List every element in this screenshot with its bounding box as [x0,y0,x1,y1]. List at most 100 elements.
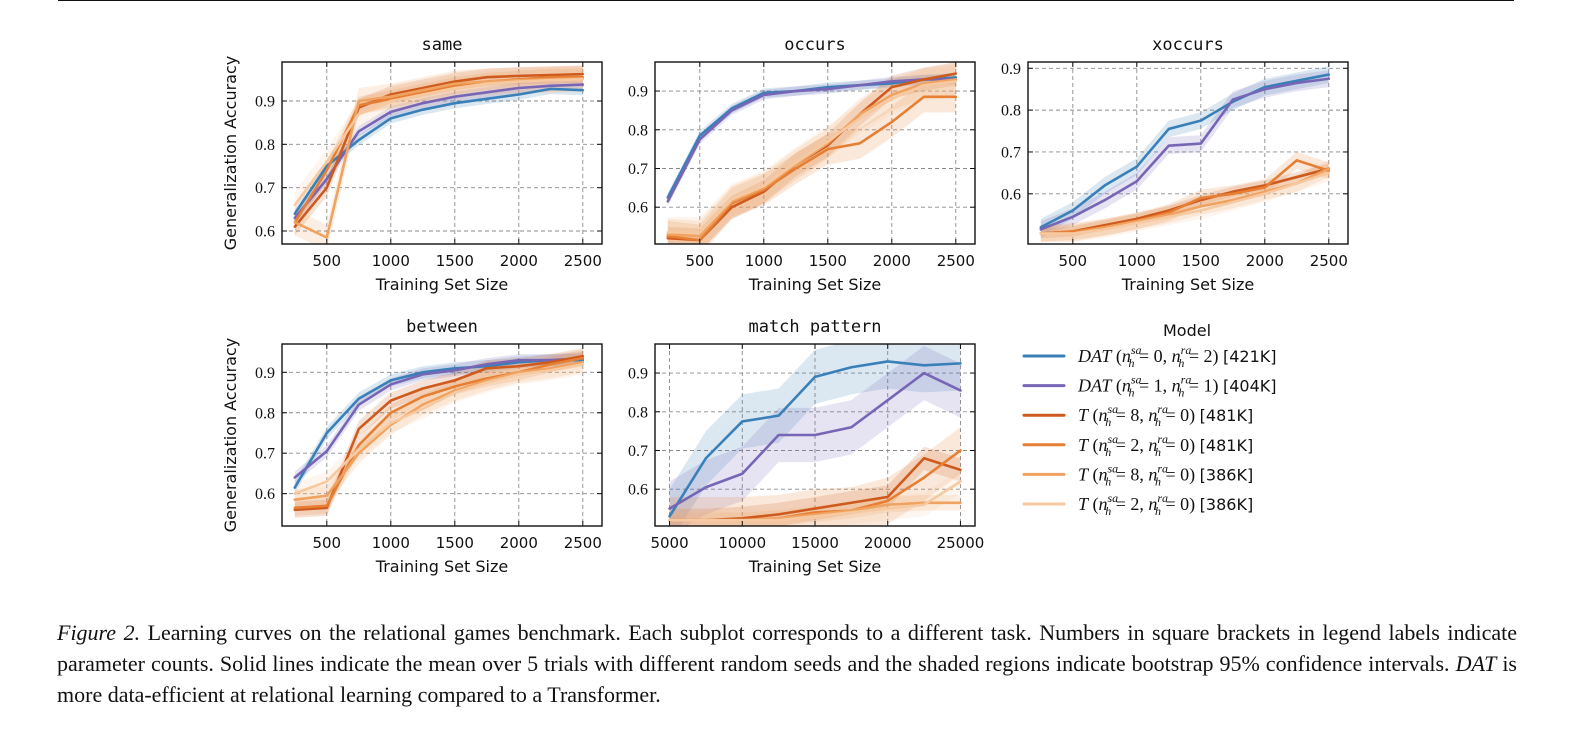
ci-band-t_sa8_ra0_481k [669,446,961,526]
legend-eq: = 0) [1161,464,1200,485]
ci-band-dat_sa0_ra2 [294,354,583,494]
plot-area [668,344,962,526]
x-tick-label: 1500 [436,252,474,270]
series-line-t_sa8_ra0_386k [293,360,585,502]
x-tick-label: 1000 [745,252,783,270]
y-tick-label: 0.6 [255,486,275,503]
legend-paren: ( [1088,405,1099,426]
legend-count: [404K] [1223,377,1277,396]
legend-paren: ( [1088,435,1099,456]
plot-area [293,348,585,518]
legend-eq: = 0) [1161,435,1200,456]
legend-label-t_sa8_ra0_386k: T (nsa h = 8, nra h = 0) [386K] [1078,461,1253,488]
legend-paren: ( [1088,464,1099,485]
legend-sub: h [1155,445,1161,459]
legend-model: T [1078,464,1090,484]
plot-area [1039,66,1331,242]
legend-sup: sa [1108,491,1119,505]
legend-eq: = 2, [1111,435,1148,455]
ci-band-t_sa8_ra0_386k [1040,160,1329,242]
top-rule [58,0,1514,1]
series-line-t_sa2_ra0_386k [668,480,962,522]
legend-eq: = 0) [1161,494,1200,515]
series-line-dat_sa1_ra1 [293,83,585,220]
legend-sup: sa [1131,373,1142,387]
legend-model: T [1078,494,1090,514]
legend-n: n [1099,435,1108,455]
legend-n: n [1099,405,1108,425]
y-tick-label: 0.6 [628,200,648,217]
x-tick-label: 1000 [1118,252,1156,270]
y-tick-label: 0.9 [628,84,648,101]
legend-sub: h [1105,445,1111,459]
legend-count: [386K] [1200,495,1254,514]
series-line-dat_sa1_ra1 [293,356,585,479]
x-tick-label: 20000 [864,534,912,552]
panel-xoccurs: 500 1000 1500 2000 2500 0.6 0.7 0.8 0.9 xoccurs Tr… [1001,35,1349,294]
x-tick-label: 5000 [650,534,688,552]
legend-sub: h [1155,474,1161,488]
legend-n: n [1148,464,1157,484]
legend-eq: = 2, [1111,494,1148,514]
axes-frame [281,61,603,245]
series-line-t_sa2_ra0_386k [293,78,585,207]
legend-eq: = 8, [1111,405,1148,425]
panel-title: same [422,35,463,55]
legend-label-t_sa8_ra0_481k: T (nsa h = 8, nra h = 0) [481K] [1078,402,1253,429]
legend-sup: sa [1108,402,1119,416]
ci-band-t_sa8_ra0_481k [294,65,583,236]
series-line-t_sa2_ra0_386k [666,80,958,234]
legend-sub: h [1178,386,1184,400]
panel-title: between [406,317,478,337]
caption-dat: DAT [1455,651,1497,676]
series-line-dat_sa1_ra1 [666,78,958,203]
caption-label: Figure 2. [57,620,141,645]
series-line-dat_sa0_ra2 [668,360,962,518]
x-axis-label: Training Set Size [375,275,508,294]
panel-title: xoccurs [1152,35,1224,55]
ci-band-dat_sa1_ra1 [294,352,583,484]
x-tick-label: 25000 [937,534,985,552]
x-tick-label: 500 [1058,252,1087,270]
y-tick-label: 0.9 [1001,61,1021,78]
legend-title: Model [1163,321,1211,340]
legend-sup: sa [1108,432,1119,446]
legend-count: [421K] [1223,347,1277,366]
legend-sup: ra [1181,343,1192,357]
x-tick-label: 2000 [1246,252,1284,270]
legend-label-t_sa2_ra0_481k: T (nsa h = 2, nra h = 0) [481K] [1078,432,1253,459]
legend-label-dat_sa1_ra1: DAT (nsa h = 1, nra h = 1) [404K] [1077,373,1277,400]
panel-title: match pattern [748,317,881,337]
legend-sub: h [1155,504,1161,518]
y-tick-label: 0.7 [255,180,275,197]
x-tick-label: 1500 [436,534,474,552]
figure: 500 1000 1500 2000 2500 0.6 0.7 0.8 0.9 same Train… [221,35,1349,576]
x-tick-label: 2000 [500,252,538,270]
legend-n: n [1148,494,1157,514]
x-tick-label: 2500 [937,252,975,270]
y-tick-label: 0.8 [628,404,648,421]
x-axis-label: Training Set Size [375,557,508,576]
figure-caption: Figure 2. Learning curves on the relatio… [57,617,1517,710]
series-line-t_sa2_ra0_386k [293,362,585,495]
legend-model: DAT [1077,346,1113,366]
ci-band-dat_sa0_ra2 [294,83,583,219]
series-line-dat_sa1_ra1 [668,371,962,510]
legend-paren: ( [1111,376,1122,397]
y-tick-label: 0.7 [1001,144,1021,161]
x-tick-label: 15000 [791,534,839,552]
ci-band-t_sa8_ra0_481k [1040,163,1329,239]
y-tick-label: 0.8 [1001,103,1021,120]
legend-model: DAT [1077,376,1113,396]
series-line-dat_sa1_ra1 [1039,77,1331,231]
legend-count: [481K] [1200,406,1254,425]
x-tick-label: 1500 [1182,252,1220,270]
series-line-t_sa8_ra0_481k [293,354,585,512]
x-tick-label: 2000 [873,252,911,270]
legend-n: n [1148,435,1157,455]
y-tick-label: 0.7 [628,161,648,178]
series-line-dat_sa0_ra2 [1039,73,1331,229]
y-tick-label: 0.6 [1001,186,1021,203]
legend-sub: h [1105,504,1111,518]
